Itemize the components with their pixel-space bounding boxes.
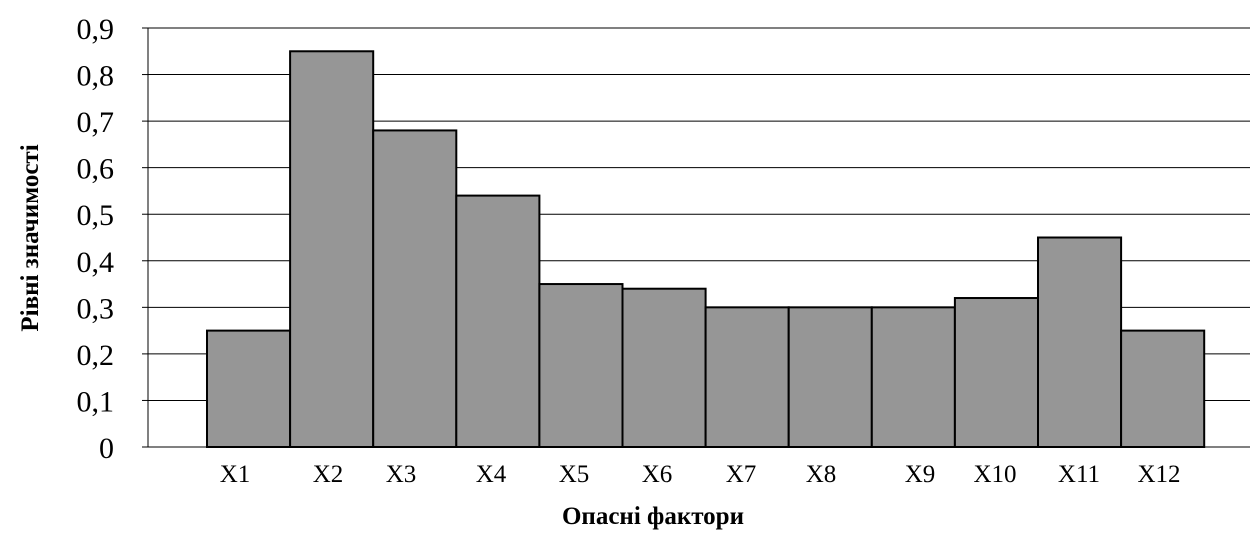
y-tick-label: 0,1 (77, 385, 115, 418)
x-axis-title: Опасні фактори (562, 503, 744, 530)
bar-x1 (206, 329, 292, 448)
x-category-label: X1 (220, 461, 251, 488)
y-tick-label: 0,7 (77, 106, 115, 139)
bar-x11 (1037, 236, 1123, 448)
x-category-label: X9 (905, 461, 936, 488)
y-tick-label: 0 (99, 432, 114, 465)
x-category-label: X4 (476, 461, 507, 488)
bar-x12 (1120, 329, 1206, 448)
y-axis-title: Рівні значимості (17, 144, 44, 331)
y-tick-label: 0,4 (77, 246, 115, 279)
y-tick-label: 0,9 (77, 13, 115, 46)
bar-x6 (621, 287, 707, 449)
bar-x3 (372, 129, 458, 449)
x-category-label: X3 (386, 461, 417, 488)
x-category-label: X12 (1137, 461, 1180, 488)
bar-x4 (455, 194, 541, 448)
y-tick-label: 0,2 (77, 339, 115, 372)
x-category-label: X11 (1058, 461, 1100, 488)
x-category-label: X10 (973, 461, 1016, 488)
bar-x9 (870, 306, 956, 449)
y-tick-labels: 0 0,1 0,2 0,3 0,4 0,5 0,6 0,7 0,8 0,9 (77, 13, 115, 465)
x-category-label: X5 (559, 461, 590, 488)
y-tick-label: 0,6 (77, 153, 115, 186)
y-tick-label: 0,3 (77, 292, 115, 325)
x-category-label: X6 (642, 461, 673, 488)
y-tick-label: 0,8 (77, 60, 115, 93)
x-category-label: X8 (806, 461, 837, 488)
x-category-label: X2 (313, 461, 344, 488)
x-category-labels: X1 X2 X3 X4 X5 X6 X7 X8 X9 X10 X11 X12 (220, 461, 1181, 488)
bar-x5 (538, 283, 624, 448)
bar-x7 (704, 306, 790, 449)
bars (206, 50, 1206, 449)
bar-x8 (787, 306, 873, 449)
bar-x10 (953, 297, 1040, 448)
axes (147, 28, 1250, 448)
bar-x2 (289, 50, 375, 449)
x-category-label: X7 (726, 461, 757, 488)
y-tick-label: 0,5 (77, 199, 115, 232)
